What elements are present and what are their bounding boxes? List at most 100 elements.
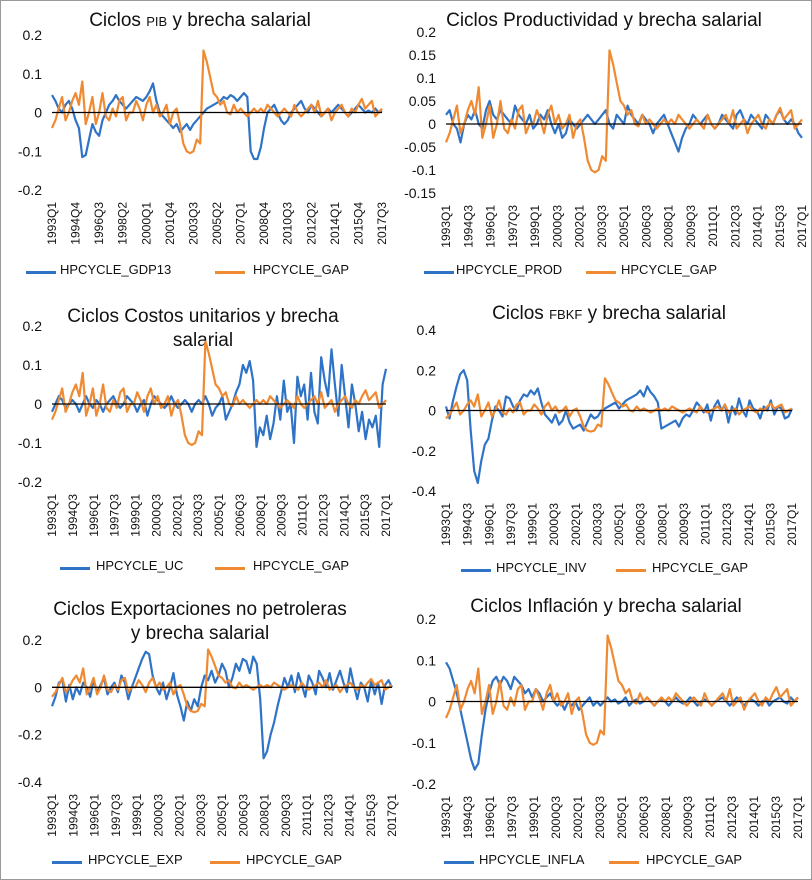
x-tick-label: 1996Q3	[92, 202, 106, 245]
x-tick-label: 1994Q3	[461, 205, 475, 248]
x-tick-label: 2000Q3	[550, 205, 564, 248]
legend-swatch-series1	[444, 861, 474, 864]
chart-title-text-end: y brecha salarial	[582, 303, 726, 324]
x-tick-label: 2012Q3	[725, 796, 739, 839]
y-tick-label: 0.2	[417, 24, 437, 40]
x-tick-label: 1999Q1	[526, 503, 540, 546]
chart-title-line1: Ciclos Costos unitarios y brecha	[67, 306, 339, 327]
y-tick-label: 0.2	[23, 632, 43, 648]
x-tick-label: 2002Q1	[569, 503, 583, 546]
legend-swatch-series2	[586, 271, 616, 274]
x-tick-label: 2006Q3	[639, 205, 653, 248]
chart-title-text: Ciclos	[492, 303, 550, 324]
series-line-hpcycle-infla	[445, 661, 799, 771]
x-tick-label: 1994Q3	[66, 494, 80, 537]
x-tick-label: 2000Q3	[549, 796, 563, 839]
x-tick-label: 2005Q2	[210, 202, 224, 245]
y-tick-label: 0	[428, 116, 436, 132]
y-tick-label: 0.15	[409, 47, 436, 63]
x-tick-label: 2017Q3	[375, 202, 389, 245]
y-tick-label: 0.2	[23, 318, 43, 334]
x-tick-label: 2015Q3	[763, 503, 777, 546]
x-tick-label: 2014Q1	[751, 205, 765, 248]
x-tick-label: 2003Q3	[593, 796, 607, 839]
x-tick-label: 2015Q3	[773, 205, 787, 248]
x-tick-label: 1999Q1	[528, 205, 542, 248]
chart-title-text-end: y brecha salarial	[167, 10, 311, 31]
series-line-hpcycle-gap	[50, 49, 383, 155]
x-tick-label: 2014Q1	[742, 503, 756, 546]
x-tick-label: 2015Q3	[769, 796, 783, 839]
x-tick-label: 2002Q1	[170, 494, 184, 537]
x-tick-label: 2000Q3	[547, 503, 561, 546]
y-tick-label: -0.1	[18, 143, 42, 159]
y-tick-label: 0.05	[409, 93, 436, 109]
legend-label-series2: HPCYCLE_GAP	[246, 852, 343, 867]
x-tick-label: 2003Q3	[194, 794, 208, 837]
x-tick-label: 2005Q1	[212, 494, 226, 537]
chart-title: Ciclos Costos unitarios y brecha salaria…	[0, 305, 406, 353]
y-tick-label: -0.15	[404, 185, 436, 201]
x-tick-label: 1996Q1	[88, 794, 102, 837]
chart-title: Ciclos Inflación y brecha salarial	[406, 595, 806, 619]
legend-label-series1: HPCYCLE_INV	[496, 560, 587, 575]
x-tick-label: 2012Q3	[720, 503, 734, 546]
legend-swatch-series1	[461, 569, 491, 572]
y-tick-label: 0	[428, 694, 436, 710]
chart-title: Ciclos Productividad y brecha salarial	[406, 9, 802, 33]
y-tick-label: -0.4	[18, 774, 42, 790]
y-tick-label: 0.1	[417, 652, 437, 668]
x-tick-label: 2005Q1	[617, 205, 631, 248]
y-tick-label: 0.4	[417, 322, 437, 338]
x-tick-label: 1996Q1	[483, 796, 497, 839]
x-tick-label: 2002Q1	[571, 796, 585, 839]
chart-panel-productivity: Ciclos Productividad y brecha salarial 0…	[404, 0, 812, 293]
x-tick-label: 2005Q1	[215, 794, 229, 837]
x-tick-label: 2000Q1	[139, 202, 153, 245]
x-tick-label: 2000Q3	[149, 494, 163, 537]
x-tick-label: 2006Q3	[637, 796, 651, 839]
series-line-hpcycle-uc	[50, 348, 388, 448]
chart-title: Ciclos PIB y brecha salarial	[0, 9, 400, 34]
x-tick-label: 1996Q1	[87, 494, 101, 537]
legend-swatch-series2	[215, 271, 245, 274]
chart-panel-exports: Ciclos Exportaciones no petroleras y bre…	[0, 586, 406, 879]
x-tick-label: 2010Q3	[281, 202, 295, 245]
chart-title-small: PIB	[146, 14, 168, 29]
x-tick-label: 2017Q1	[795, 205, 809, 248]
y-tick-label: 0.1	[23, 66, 43, 82]
legend-label-series2: HPCYCLE_GAP	[646, 852, 743, 867]
legend-swatch-series2	[609, 861, 639, 864]
y-tick-label: -0.2	[18, 474, 42, 490]
x-tick-label: 2008Q4	[257, 202, 271, 245]
chart-panel-unit-costs: Ciclos Costos unitarios y brecha salaria…	[0, 293, 406, 586]
x-tick-label: 2009Q3	[275, 494, 289, 537]
x-tick-label: 2008Q1	[662, 205, 676, 248]
x-tick-label: 2009Q3	[684, 205, 698, 248]
y-tick-label: -0.1	[412, 162, 436, 178]
y-tick-label: 0	[34, 679, 42, 695]
x-tick-label: 2009Q3	[279, 794, 293, 837]
x-tick-label: 1993Q1	[45, 202, 59, 245]
x-tick-label: 2002Q1	[573, 205, 587, 248]
x-tick-label: 1997Q3	[109, 794, 123, 837]
chart-title-small: FBKF	[549, 307, 583, 322]
x-tick-label: 1994Q3	[461, 796, 475, 839]
x-tick-label: 2017Q1	[385, 794, 399, 837]
y-tick-label: 0.2	[417, 362, 437, 378]
y-tick-label: -0.2	[412, 776, 436, 792]
x-tick-label: 2015Q3	[358, 494, 372, 537]
x-tick-label: 1997Q3	[505, 796, 519, 839]
y-tick-label: 0.1	[417, 70, 437, 86]
y-tick-label: 0	[34, 105, 42, 121]
y-tick-label: -0.1	[18, 435, 42, 451]
chart-panel-gdp: Ciclos PIB y brecha salarial 0.2 0.1 0 -0.1…	[0, 0, 406, 293]
x-tick-label: 1994Q3	[66, 794, 80, 837]
x-tick-label: 2003Q3	[186, 202, 200, 245]
chart-title: Ciclos Exportaciones no petroleras y bre…	[0, 598, 400, 646]
series-line-hpcycle-exp	[50, 650, 393, 760]
